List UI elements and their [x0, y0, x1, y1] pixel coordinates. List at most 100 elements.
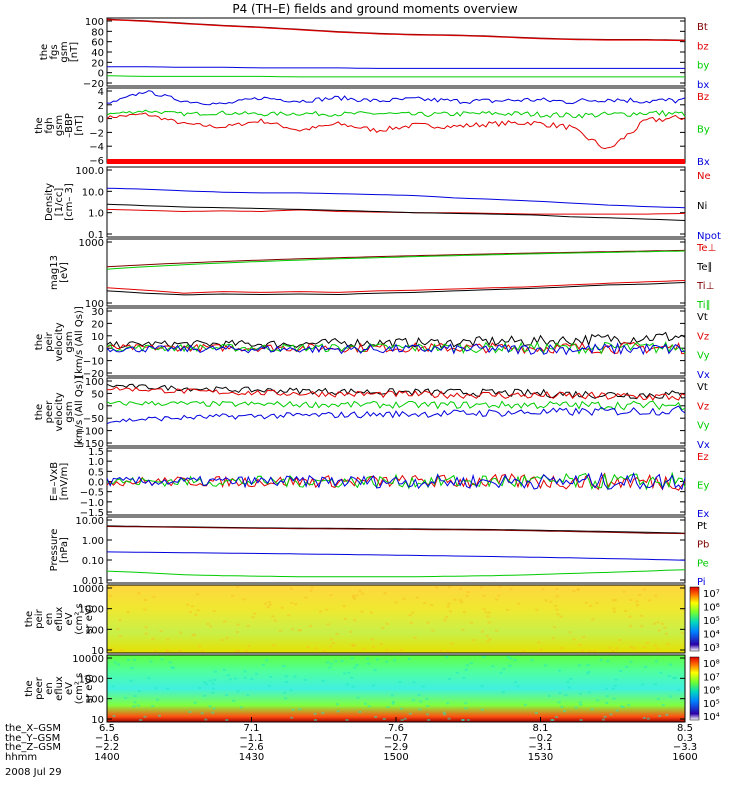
- spectrogram-speckle: [486, 640, 490, 643]
- series-Te⊥: [106, 280, 686, 294]
- spectrogram-speckle: [677, 689, 681, 692]
- spectrogram-speckle: [506, 608, 510, 611]
- spectrogram-speckle: [222, 668, 226, 671]
- spectrogram-speckle: [325, 608, 329, 611]
- spectrogram-speckle: [516, 685, 520, 688]
- spectrogram-speckle: [423, 602, 427, 605]
- spectrogram-speckle: [513, 681, 517, 684]
- spectrogram-speckle: [487, 621, 491, 624]
- spectrogram-speckle: [521, 650, 525, 652]
- spectrogram-speckle: [391, 702, 395, 705]
- spectrogram-speckle: [443, 713, 447, 716]
- spectrogram-speckle: [480, 684, 484, 687]
- spectrogram-speckle: [641, 683, 645, 686]
- spectrogram-speckle: [113, 661, 117, 664]
- spectrogram-speckle: [557, 701, 561, 704]
- spectrogram-speckle: [491, 665, 495, 668]
- spectrogram-speckle: [208, 705, 212, 708]
- spectrogram-speckle: [584, 601, 588, 604]
- spectrogram-speckle: [118, 619, 122, 622]
- footer-value: 0.3: [677, 732, 693, 744]
- spectrogram-speckle: [439, 650, 443, 652]
- spectrogram-speckle: [379, 643, 383, 646]
- spectrogram-speckle: [646, 641, 650, 644]
- spectrogram-speckle: [586, 664, 590, 667]
- y-tick-label: 100: [85, 625, 104, 636]
- spectrogram-speckle: [445, 656, 449, 659]
- spectrogram-speckle: [566, 680, 570, 683]
- spectrogram-speckle: [682, 608, 685, 611]
- spectrogram-speckle: [243, 676, 247, 679]
- spectrogram-speckle: [280, 606, 284, 609]
- spectrogram-speckle: [366, 662, 370, 665]
- spectrogram-speckle: [415, 596, 419, 599]
- colorbar-label: 10⁴: [703, 630, 720, 641]
- spectrogram-speckle: [291, 708, 295, 711]
- spectrogram-speckle: [587, 650, 591, 652]
- spectrogram-speckle: [253, 612, 257, 615]
- spectrogram-speckle: [335, 632, 339, 635]
- spectrogram-speckle: [578, 692, 582, 695]
- spectrogram-speckle: [656, 621, 660, 624]
- spectrogram-speckle: [352, 596, 356, 599]
- spectrogram-speckle: [237, 650, 241, 652]
- spectrogram-speckle: [267, 601, 271, 604]
- spectrogram-speckle: [399, 707, 403, 710]
- series-by: [106, 75, 685, 78]
- y-tick-label: −1.5: [80, 508, 104, 519]
- spectrogram-speckle: [534, 712, 538, 715]
- y-tick-label: 20: [91, 58, 104, 69]
- y-axis-label: gsm: [59, 41, 70, 62]
- legend-label: Bz: [697, 92, 709, 103]
- spectrogram-speckle: [201, 650, 205, 652]
- y-tick-label: 0: [98, 402, 104, 413]
- y-axis-label: en: [44, 613, 55, 626]
- spectrogram-speckle: [599, 659, 603, 662]
- y-tick-label: 10000: [72, 654, 104, 665]
- spectrogram-speckle: [408, 712, 412, 715]
- spectrogram-speckle: [398, 680, 402, 683]
- footer-row: the_Y–GSM −1.6 −1.1 −0.7 −0.2 0.3: [5, 732, 693, 744]
- spectrogram-speckle: [460, 601, 464, 604]
- spectrogram-speckle: [495, 629, 499, 632]
- footer-value: 1430: [238, 751, 265, 763]
- spectrogram-speckle: [635, 600, 639, 603]
- spectrogram-speckle: [467, 591, 471, 594]
- series-Bt: [106, 18, 686, 41]
- spectrogram-speckle: [365, 657, 369, 660]
- spectrogram-speckle: [642, 716, 646, 719]
- spectrogram-speckle: [638, 593, 642, 596]
- spectrogram-speckle: [306, 646, 310, 649]
- spectrogram-speckle: [407, 657, 411, 660]
- spectrogram-speckle: [560, 647, 564, 650]
- spectrogram-speckle: [334, 660, 338, 663]
- spectrogram-speckle: [462, 610, 466, 613]
- spectrogram-speckle: [560, 705, 564, 708]
- y-axis-label: mag13: [49, 255, 60, 290]
- spectrogram-speckle: [309, 625, 313, 628]
- spectrogram-speckle: [402, 597, 406, 600]
- series-Vz: [106, 341, 686, 355]
- spectrogram-speckle: [191, 634, 195, 637]
- spectrogram-speckle: [458, 599, 462, 602]
- spectrogram-speckle: [344, 617, 348, 620]
- spectrogram-speckle: [232, 699, 236, 702]
- y-tick-label: 0: [98, 344, 104, 355]
- spectrogram-speckle: [355, 664, 359, 667]
- spectrogram-speckle: [206, 622, 210, 625]
- y-axis-label: peer: [44, 400, 55, 424]
- spectrogram-speckle: [642, 588, 646, 591]
- spectrogram-speckle: [268, 603, 272, 606]
- spectrogram-speckle: [495, 598, 499, 601]
- spectrogram-speckle: [127, 658, 131, 661]
- y-axis-label: fgs: [49, 44, 60, 59]
- spectrogram-speckle: [658, 714, 662, 717]
- spectrogram-speckle: [298, 708, 302, 711]
- legend-label: Pb: [697, 540, 709, 551]
- spectrogram-speckle: [615, 709, 619, 712]
- spectrogram-speckle: [595, 601, 599, 604]
- y-axis-label: fgh: [44, 117, 55, 133]
- footer-row-label: the_Y–GSM: [5, 732, 61, 744]
- y-axis-label: the: [39, 44, 50, 60]
- spectrogram-speckle: [558, 691, 562, 694]
